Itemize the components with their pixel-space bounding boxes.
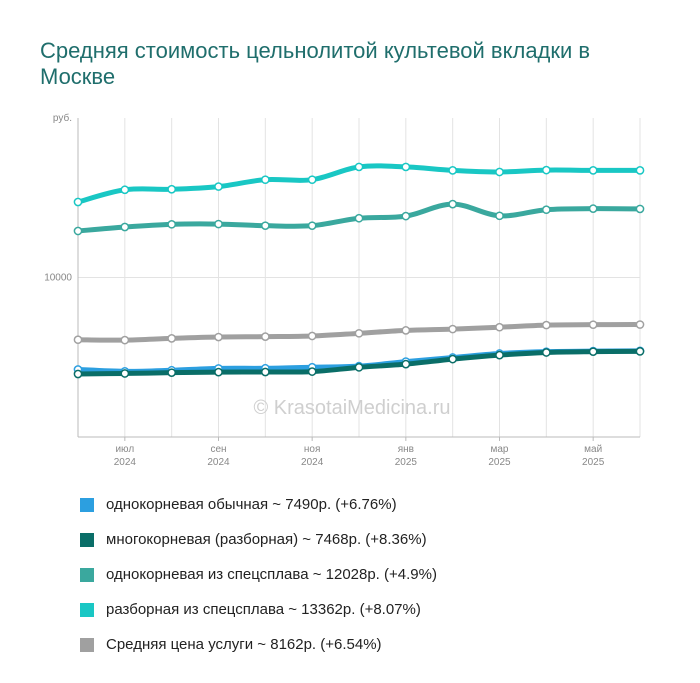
data-point	[354, 328, 364, 338]
legend-label: Средняя цена услуги ~ 8162р. (+6.54%)	[106, 636, 382, 653]
x-tick-month: май	[584, 444, 602, 455]
data-point	[307, 367, 317, 376]
series-group	[73, 320, 645, 345]
chart-title: Средняя стоимость цельнолитой культевой …	[40, 38, 591, 89]
data-point	[260, 367, 270, 377]
data-point	[448, 166, 458, 175]
data-point	[588, 320, 598, 330]
legend-item[interactable]: Средняя цена услуги ~ 8162р. (+6.54%)	[80, 627, 640, 662]
data-point	[495, 211, 504, 221]
legend-label: многокорневая (разборная) ~ 7468р. (+8.3…	[106, 531, 427, 548]
data-point	[73, 335, 83, 345]
data-point	[167, 219, 177, 229]
data-point	[73, 197, 83, 207]
series-group	[73, 199, 645, 236]
x-tick-month: июл	[115, 444, 134, 455]
legend-swatch	[80, 532, 94, 547]
data-point	[401, 211, 411, 221]
data-point	[260, 221, 270, 231]
series-group	[73, 162, 645, 207]
data-point	[495, 322, 504, 332]
legend-swatch	[80, 637, 94, 652]
data-point	[120, 369, 130, 378]
data-point	[260, 332, 270, 341]
data-point	[588, 204, 598, 213]
series-lines	[73, 162, 645, 379]
data-point	[401, 162, 411, 172]
data-point	[307, 175, 317, 185]
legend-item[interactable]: разборная из спецсплава ~ 13362р. (+8.07…	[80, 592, 640, 627]
data-point	[588, 166, 598, 175]
x-tick-month: мар	[491, 444, 509, 455]
data-point	[541, 165, 551, 175]
data-point	[541, 320, 551, 330]
data-point	[401, 326, 411, 335]
axes: 10000 руб. июл 2024 сен 2024 ноя 2024 янв 2025 мар…	[44, 112, 640, 468]
data-point	[354, 162, 364, 172]
data-point	[495, 167, 504, 177]
data-point	[448, 324, 458, 334]
legend-item[interactable]: однокорневая обычная ~ 7490р. (+6.76%)	[80, 487, 640, 522]
data-point	[73, 226, 83, 236]
x-tick-year: 2024	[301, 457, 324, 468]
legend-swatch	[80, 497, 94, 512]
data-point	[495, 350, 504, 360]
legend-label: разборная из спецсплава ~ 13362р. (+8.07…	[106, 601, 421, 618]
watermark: © KrasotaiMedicina.ru	[253, 397, 450, 419]
data-point	[307, 221, 317, 231]
x-tick-year: 2024	[207, 457, 230, 468]
data-point	[307, 331, 317, 341]
legend-label: однокорневая из спецсплава ~ 12028р. (+4…	[106, 566, 437, 583]
x-tick-month: ноя	[304, 444, 321, 455]
data-point	[354, 213, 364, 223]
data-point	[635, 166, 645, 175]
data-point	[635, 347, 645, 356]
legend-swatch	[80, 602, 94, 617]
data-point	[541, 205, 551, 215]
x-tick-month: сен	[210, 444, 226, 455]
data-point	[448, 199, 458, 209]
data-point	[214, 367, 223, 377]
data-point	[214, 219, 223, 229]
data-point	[448, 354, 458, 364]
data-point	[541, 348, 551, 357]
data-point	[73, 369, 83, 379]
data-point	[401, 359, 411, 369]
data-point	[167, 368, 177, 378]
x-tick-month: янв	[398, 444, 414, 455]
data-point	[167, 184, 177, 194]
legend-item[interactable]: однокорневая из спецсплава ~ 12028р. (+4…	[80, 557, 640, 592]
legend: однокорневая обычная ~ 7490р. (+6.76%) мн…	[80, 487, 640, 662]
data-point	[214, 182, 223, 191]
data-point	[354, 363, 364, 372]
y-tick-label: 10000	[44, 273, 72, 284]
line-chart: 10000 руб. июл 2024 сен 2024 ноя 2024 янв 2025 мар…	[44, 112, 645, 468]
y-axis-label: руб.	[53, 112, 72, 124]
legend-swatch	[80, 567, 94, 582]
series-group	[73, 347, 645, 379]
data-point	[214, 332, 223, 342]
x-tick-year: 2025	[395, 457, 418, 468]
x-tick-year: 2025	[582, 457, 605, 468]
data-point	[167, 334, 177, 343]
data-point	[260, 175, 270, 185]
data-point	[120, 185, 130, 195]
x-tick-year: 2024	[114, 457, 137, 468]
legend-item[interactable]: многокорневая (разборная) ~ 7468р. (+8.3…	[80, 522, 640, 557]
data-point	[635, 204, 645, 214]
data-point	[120, 222, 130, 232]
data-point	[120, 335, 130, 345]
data-point	[635, 320, 645, 329]
x-tick-year: 2025	[488, 457, 511, 468]
data-point	[588, 347, 598, 357]
legend-label: однокорневая обычная ~ 7490р. (+6.76%)	[106, 496, 397, 513]
